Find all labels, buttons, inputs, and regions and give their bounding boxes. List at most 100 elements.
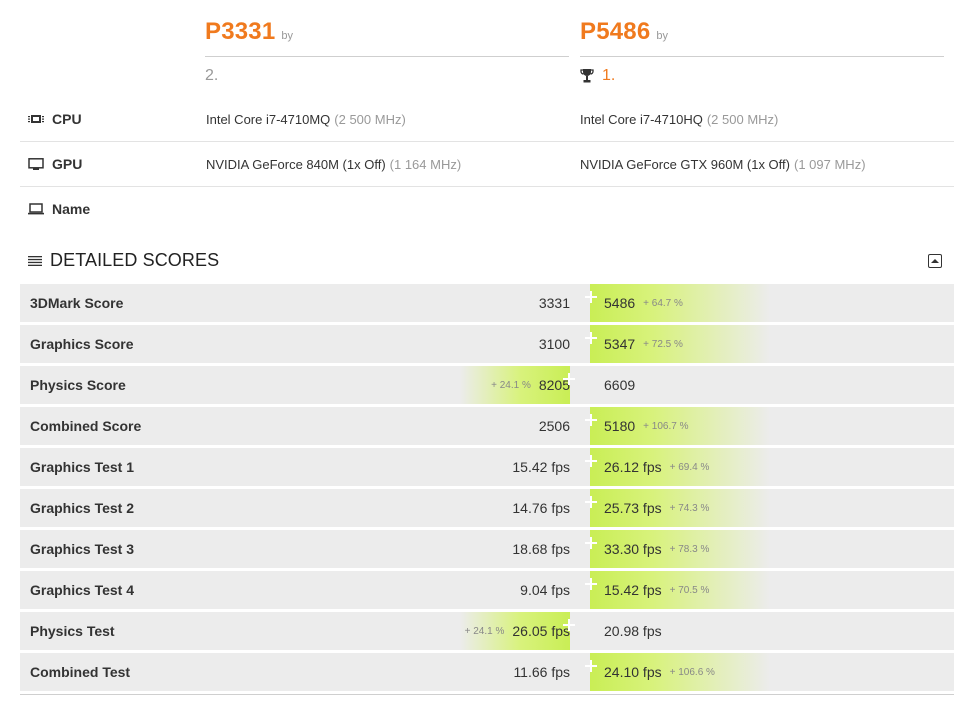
left-value: 11.66 fps <box>513 664 570 680</box>
diff-percent: + 78.3 % <box>669 543 710 555</box>
left-rank: 2. <box>205 67 219 84</box>
right-value: 6609 <box>604 377 636 393</box>
diff-percent: + 74.3 % <box>669 502 710 514</box>
left-value-cell: + 24.1 % 8205 <box>491 366 570 404</box>
score-row-label: 3DMark Score <box>30 295 124 311</box>
trophy-icon <box>580 69 594 83</box>
score-row: Graphics Test 2 14.76 fps 25.73 fps + 74.3 … <box>20 489 954 527</box>
left-value: 26.05 fps <box>512 623 570 639</box>
right-value: 5486 <box>604 295 636 311</box>
left-value-cell: 14.76 fps <box>512 489 570 527</box>
score-row: Combined Test 11.66 fps 24.10 fps + 106.6 % <box>20 653 954 691</box>
left-value: 3100 <box>538 336 570 352</box>
left-value: 18.68 fps <box>512 541 570 557</box>
winner-highlight <box>590 448 770 486</box>
score-row-label: Graphics Test 4 <box>30 582 135 598</box>
list-icon <box>28 255 42 266</box>
score-row: 3DMark Score 3331 5486 + 64.7 % <box>20 284 954 322</box>
score-row: Graphics Test 3 18.68 fps 33.30 fps + 78.3 … <box>20 530 954 568</box>
left-value-cell: 9.04 fps <box>520 571 570 609</box>
left-cpu-freq: (2 500 MHz) <box>334 111 406 127</box>
collapse-button[interactable] <box>928 254 942 268</box>
plus-icon <box>585 496 597 508</box>
plus-icon <box>585 578 597 590</box>
diff-percent: + 24.1 % <box>491 379 531 391</box>
plus-icon <box>585 291 597 303</box>
winner-highlight <box>590 571 770 609</box>
score-row-label: Graphics Test 2 <box>30 500 135 516</box>
score-row-label: Graphics Test 1 <box>30 459 135 475</box>
plus-icon <box>585 455 597 467</box>
plus-icon <box>585 660 597 672</box>
right-value: 25.73 fps <box>604 500 662 516</box>
left-gpu-name: NVIDIA GeForce 840M (1x Off) <box>206 156 386 172</box>
left-result-header: P3331 by 2. <box>205 18 569 85</box>
right-score[interactable]: P5486 <box>580 18 651 45</box>
left-value: 8205 <box>538 377 570 393</box>
right-value: 26.12 fps <box>604 459 662 475</box>
right-value-cell: 5180 + 106.7 % <box>604 407 688 445</box>
left-value: 9.04 fps <box>520 582 570 598</box>
right-value-cell: 33.30 fps + 78.3 % <box>604 530 709 568</box>
monitor-icon <box>28 158 44 170</box>
score-row-label: Graphics Test 3 <box>30 541 135 557</box>
score-row-label: Combined Score <box>30 418 142 434</box>
right-value: 5180 <box>604 418 636 434</box>
score-row: Graphics Score 3100 5347 + 72.5 % <box>20 325 954 363</box>
winner-highlight <box>460 612 570 650</box>
diff-percent: + 106.6 % <box>669 666 715 678</box>
winner-highlight <box>590 653 770 691</box>
diff-percent: + 24.1 % <box>464 625 505 637</box>
spec-label-gpu: GPU <box>52 156 83 172</box>
winner-highlight <box>590 284 770 322</box>
spec-row-gpu: GPU NVIDIA GeForce 840M (1x Off) (1 164 … <box>20 142 954 187</box>
right-value-cell: 15.42 fps + 70.5 % <box>604 571 709 609</box>
diff-percent: + 64.7 % <box>643 297 683 309</box>
cpu-icon <box>28 115 44 123</box>
right-value-cell: 24.10 fps + 106.6 % <box>604 653 715 691</box>
winner-highlight <box>590 489 770 527</box>
right-value-cell: 5486 + 64.7 % <box>604 284 683 322</box>
score-row-label: Graphics Score <box>30 336 134 352</box>
right-score-by: by <box>656 30 669 42</box>
right-value: 5347 <box>604 336 636 352</box>
winner-highlight <box>460 366 570 404</box>
left-score[interactable]: P3331 <box>205 18 276 45</box>
right-value-cell: 25.73 fps + 74.3 % <box>604 489 709 527</box>
left-cpu-name: Intel Core i7-4710MQ <box>206 111 331 127</box>
right-value-cell: 26.12 fps + 69.4 % <box>604 448 709 486</box>
right-result-header: P5486 by 1. <box>580 18 944 85</box>
spec-label-name: Name <box>52 201 91 217</box>
plus-icon <box>563 619 575 631</box>
plus-icon <box>563 373 575 385</box>
chevron-up-icon <box>931 259 939 263</box>
score-row-label: Physics Score <box>30 377 126 393</box>
score-row: Physics Test + 24.1 % 26.05 fps 20.98 fps <box>20 612 954 650</box>
winner-highlight <box>590 530 770 568</box>
plus-icon <box>585 332 597 344</box>
left-value-cell: 11.66 fps <box>513 653 570 691</box>
right-value: 24.10 fps <box>604 664 662 680</box>
left-value-cell: + 24.1 % 26.05 fps <box>465 612 570 650</box>
plus-icon <box>585 537 597 549</box>
right-cpu-freq: (2 500 MHz) <box>706 111 779 127</box>
score-row: Combined Score 2506 5180 + 106.7 % <box>20 407 954 445</box>
score-row: Physics Score + 24.1 % 8205 6609 <box>20 366 954 404</box>
right-cpu-name: Intel Core i7-4710HQ <box>580 111 703 127</box>
right-gpu-name: NVIDIA GeForce GTX 960M (1x Off) <box>580 156 790 172</box>
right-gpu-freq: (1 097 MHz) <box>794 156 866 172</box>
winner-highlight <box>590 407 770 445</box>
left-value-cell: 18.68 fps <box>512 530 570 568</box>
table-bottom-divider <box>20 694 954 695</box>
right-value-cell: 20.98 fps <box>604 612 662 650</box>
spec-label-cpu: CPU <box>52 111 82 127</box>
left-gpu-freq: (1 164 MHz) <box>389 156 462 172</box>
left-value-cell: 3100 <box>539 325 570 363</box>
left-value: 2506 <box>538 418 570 434</box>
plus-icon <box>585 414 597 426</box>
left-value: 15.42 fps <box>512 459 570 475</box>
right-value: 33.30 fps <box>604 541 662 557</box>
right-rank: 1. <box>602 67 616 84</box>
diff-percent: + 72.5 % <box>643 338 683 350</box>
winner-highlight <box>590 325 770 363</box>
